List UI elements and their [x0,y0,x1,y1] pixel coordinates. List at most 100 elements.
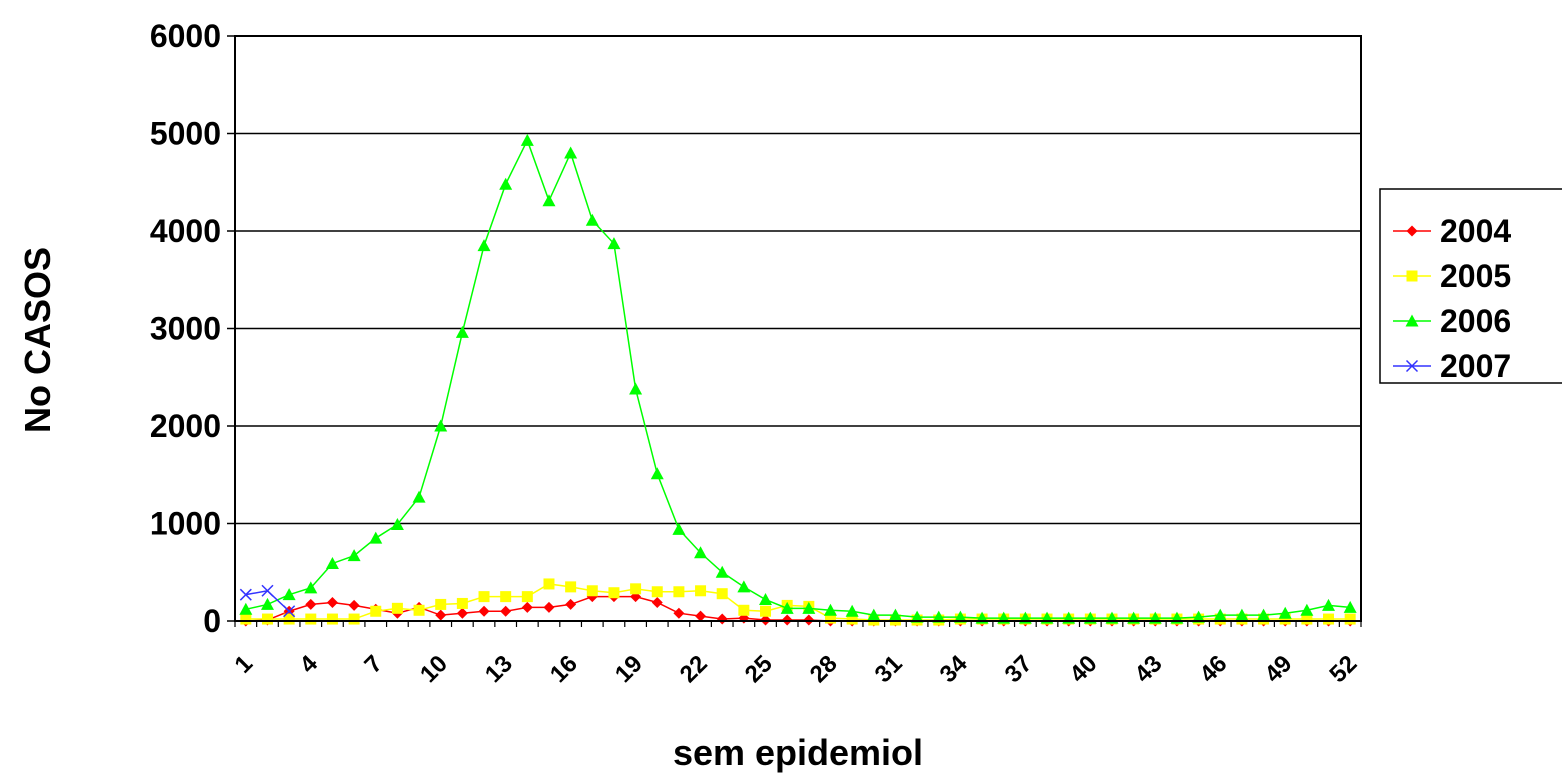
data-point-2006 [542,194,556,207]
legend-label: 2004 [1440,213,1511,249]
data-point-2005 [630,583,642,595]
data-point-2006 [1300,603,1314,616]
data-point-2006 [477,239,491,252]
legend-marker-stroke [1405,359,1419,373]
data-point-2006 [607,237,621,250]
legend-item-2005: 2005 [1393,258,1511,294]
y-tick-label: 1000 [150,506,221,542]
data-point-2006 [499,177,513,190]
data-point-2006 [715,565,729,578]
data-point-2005 [1344,613,1356,625]
x-tick-label: 28 [805,650,843,688]
data-point-2004 [456,607,468,619]
legend-label: 2007 [1440,348,1511,384]
data-point-2005 [846,613,858,625]
data-point-2006 [1192,610,1206,623]
data-point-2006 [1343,600,1357,613]
data-point-2005 [608,587,620,599]
legend-item-2007: 2007 [1393,348,1511,384]
data-point-2006 [412,490,426,503]
data-point-2005 [478,591,490,603]
x-tick-label: 49 [1259,650,1297,688]
x-tick-label: 25 [740,650,778,688]
data-point-2004 [651,596,663,608]
x-tick-label: 37 [1000,650,1038,688]
x-tick-label: 16 [545,650,583,688]
legend-item-2006: 2006 [1393,303,1511,339]
data-point-2005 [413,604,425,616]
data-point-2005 [305,613,317,625]
data-point-2006 [282,588,296,601]
data-point-2004 [305,598,317,610]
data-point-2004 [521,601,533,613]
series-2007 [239,584,296,618]
data-point-2006 [910,610,924,623]
data-point-2007 [261,584,274,597]
data-point-2005 [1301,613,1313,625]
data-point-2005 [651,586,663,598]
data-point-2006 [564,146,578,159]
data-point-2007-stroke [261,584,274,597]
x-tick-label: 46 [1195,650,1233,688]
data-point-2006 [1322,598,1336,611]
data-point-2005 [326,613,338,625]
x-tick-label: 10 [415,650,453,688]
legend-marker [1406,270,1418,282]
y-tick-label: 3000 [150,311,221,347]
x-tick-label: 7 [359,650,388,679]
data-point-2006 [369,531,383,544]
data-point-2006 [932,610,946,623]
x-tick-label: 31 [870,650,908,688]
data-point-2006 [390,517,404,530]
data-point-2006 [1257,608,1271,621]
gridlines [235,35,1361,525]
x-tick-label: 4 [294,650,323,679]
data-point-2005 [738,604,750,616]
legend-marker [1405,359,1419,373]
data-point-2004 [565,598,577,610]
x-axis-ticks: 1 4 7 10 13 16 19 22 25 28 31 34 37 40 43 46 49 52 [230,621,1362,688]
y-axis-title: No CASOS [17,247,58,433]
legend-marker [1406,225,1418,237]
y-tick-label: 2000 [150,408,221,444]
data-point-2005 [1323,613,1335,625]
data-point-2006 [845,604,859,617]
data-point-2004 [478,605,490,617]
data-point-2005 [673,586,685,598]
x-tick-label: 22 [675,650,713,688]
data-point-2004 [500,605,512,617]
data-point-2006 [737,580,751,593]
legend-label: 2006 [1440,303,1511,339]
y-axis-ticks: 0 1000 2000 3000 4000 5000 6000 [150,18,235,639]
data-point-2004 [326,596,338,608]
data-point-2006 [1235,608,1249,621]
data-point-2006 [629,382,643,395]
legend-label: 2005 [1440,258,1511,294]
data-point-2005 [543,578,555,590]
data-point-2006 [802,601,816,614]
data-point-2006 [260,597,274,610]
data-point-2007-stroke [283,605,296,618]
legend: 2004 2005 2006 2007 [1379,188,1562,384]
y-tick-label: 6000 [150,18,221,54]
series-line-2006 [245,138,1351,619]
x-axis-title: sem epidemiol [673,732,923,773]
data-point-2007 [283,605,296,618]
data-point-2006 [1213,608,1227,621]
data-point-2006 [1278,606,1292,619]
data-point-2005 [500,591,512,603]
data-point-2006 [325,556,339,569]
data-point-2006 [823,603,837,616]
data-point-2005 [1279,613,1291,625]
legend-items: 2004 2005 2006 2007 [1393,213,1511,384]
legend-marker [1405,314,1419,327]
data-point-2005 [716,588,728,600]
x-tick-label: 52 [1324,650,1362,688]
data-point-2006 [455,325,469,338]
data-point-2006 [867,608,881,621]
data-point-2005 [586,585,598,597]
data-point-2004 [435,609,447,621]
y-tick-label: 0 [203,603,221,639]
x-tick-label: 1 [230,650,259,679]
